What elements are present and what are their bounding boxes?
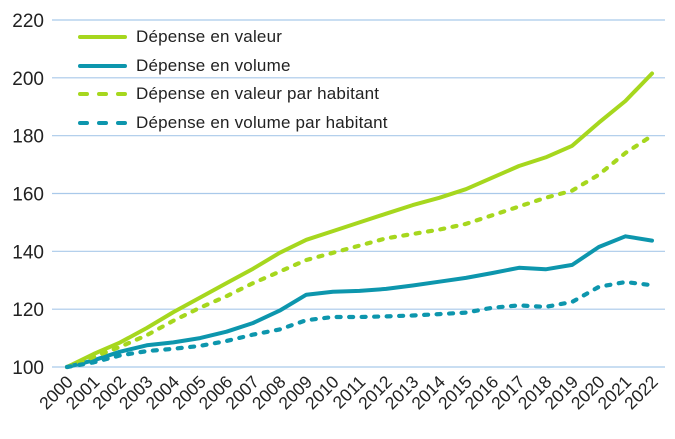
y-axis-label-140: 140 xyxy=(12,242,44,263)
legend-swatch-valeur-par-habitant-dashed-line xyxy=(78,92,127,97)
series-line-valeur xyxy=(65,71,654,369)
y-axis-label-160: 160 xyxy=(12,185,44,206)
series-line-volume-par-habitant xyxy=(64,279,655,370)
series-line-volume xyxy=(65,234,654,369)
legend-swatch-segment xyxy=(78,92,89,97)
legend-swatch-volume-solid-line xyxy=(78,63,127,68)
legend-label-valeur-par-habitant: Dépense en valeur par habitant xyxy=(136,84,380,104)
legend-label-valeur: Dépense en valeur xyxy=(136,27,283,47)
legend-swatch-segment xyxy=(97,92,108,97)
chart-legend: Dépense en valeur Dépense en volume Dépe… xyxy=(78,23,388,137)
legend-swatch-segment xyxy=(97,120,108,125)
y-axis-label-120: 120 xyxy=(12,300,44,321)
legend-label-volume-par-habitant: Dépense en volume par habitant xyxy=(136,112,388,132)
y-axis-label-100: 100 xyxy=(12,358,44,379)
legend-swatch-segment xyxy=(116,92,127,97)
legend-swatch-segment xyxy=(78,35,127,40)
y-axis-label-180: 180 xyxy=(12,127,44,148)
legend-swatch-segment xyxy=(78,120,89,125)
legend-item-volume: Dépense en volume xyxy=(78,52,388,81)
legend-label-volume: Dépense en volume xyxy=(136,55,291,75)
legend-swatch-segment xyxy=(116,120,127,125)
legend-item-valeur: Dépense en valeur xyxy=(78,23,388,52)
legend-swatch-volume-par-habitant-dashed-line xyxy=(78,120,127,125)
y-axis-label-220: 220 xyxy=(12,11,44,32)
legend-swatch-valeur-solid-line xyxy=(78,35,127,40)
legend-swatch-segment xyxy=(78,63,127,68)
series-line-valeur-par-habitant xyxy=(64,133,655,370)
legend-item-volume-par-habitant: Dépense en volume par habitant xyxy=(78,109,388,138)
y-axis-label-200: 200 xyxy=(12,69,44,90)
legend-item-valeur-par-habitant: Dépense en valeur par habitant xyxy=(78,80,388,109)
